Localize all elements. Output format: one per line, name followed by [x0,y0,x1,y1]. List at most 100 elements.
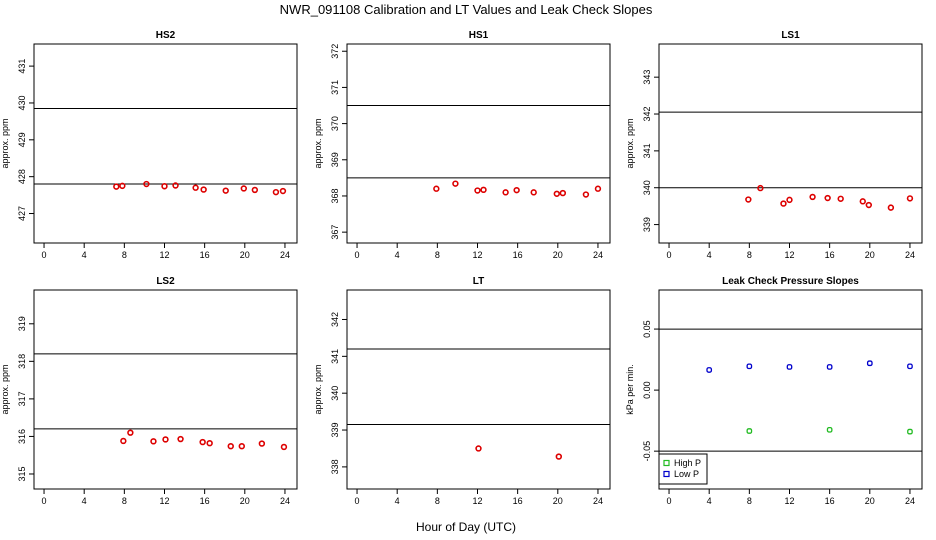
data-point [280,443,288,451]
panel-title: LS2 [156,276,175,287]
x-tick-label: 16 [513,250,523,260]
data-point [887,204,895,211]
panel-6: Leak Check Pressure Slopes kPa per min. 0 4… [625,276,923,506]
data-point [120,437,127,445]
data-point-low [786,364,793,370]
y-tick-label: 341 [330,349,340,364]
legend-low-p-label: Low P [674,469,699,479]
panel-5: LT approx. ppm 0 4 8 12 16 20 24 338 339 340 341 342 [313,276,611,506]
panel-3: LS1 approx. ppm 0 4 8 12 16 20 24 339 340 341 342 343 [625,30,923,260]
x-tick-label: 4 [395,496,400,506]
data-point [474,187,481,194]
data-point [786,196,793,204]
data-point [513,186,520,194]
y-tick-label: 429 [17,132,27,147]
data-point-low [866,360,873,367]
x-tick-label: 20 [553,250,563,260]
x-tick-label: 12 [472,496,482,506]
panel-2: HS1 approx. ppm 0 4 8 12 16 20 24 367 368 369 370 371… [313,30,611,260]
y-tick-label: 340 [642,180,652,195]
plot-frame [658,43,923,244]
x-tick-label: 8 [747,250,752,260]
x-tick-label: 24 [905,496,915,506]
data-point [227,442,234,450]
data-point [530,189,537,196]
panel-1: HS2 approx. ppm 0 4 8 12 16 20 24 427 428 429 430 431 [0,30,298,260]
x-tick-label: 0 [667,250,672,260]
panel-4: LS2 approx. ppm 0 4 8 12 16 20 24 315 316 317 318 319 [0,276,298,506]
x-tick-label: 0 [667,496,672,506]
x-tick-label: 16 [825,496,835,506]
y-tick-label: 315 [17,466,27,481]
x-tick-label: 0 [355,250,360,260]
y-tick-label: 370 [330,116,340,131]
data-point [150,438,157,445]
y-tick-label: 318 [17,354,27,369]
y-axis-label: approx. ppm [313,364,323,414]
y-tick-label: 319 [17,316,27,331]
data-point-low [907,363,913,370]
panel-title: HS2 [156,30,176,41]
x-tick-label: 12 [159,496,169,506]
data-point-high [907,428,913,435]
plot-frame [346,43,611,244]
x-tick-label: 0 [42,496,47,506]
legend-box [658,453,708,485]
data-point [757,184,764,192]
panel-title: LT [473,276,484,287]
y-axis-label: approx. ppm [625,118,635,168]
x-tick-label: 0 [42,250,47,260]
y-axis-label: approx. ppm [313,118,323,168]
y-tick-label: 339 [330,423,340,438]
y-tick-label: 427 [17,206,27,221]
data-point [279,187,287,195]
x-tick-label: 8 [122,496,127,506]
y-axis-label: approx. ppm [0,118,10,168]
x-tick-label: 12 [472,250,482,260]
data-point [177,435,184,443]
y-tick-label: 343 [642,70,652,85]
data-point-high [826,426,833,433]
y-tick-label: 431 [17,59,27,74]
x-tick-label: 4 [82,496,87,506]
y-tick-label: 369 [330,152,340,167]
y-tick-label: 316 [17,429,27,444]
data-point [272,188,280,196]
y-tick-label: 339 [642,217,652,232]
data-point [582,191,590,198]
data-point [906,195,914,202]
plot-frame [346,289,611,490]
data-point [837,195,844,202]
data-point-low [826,364,833,370]
x-tick-label: 16 [513,496,523,506]
y-tick-label: 428 [17,169,27,184]
data-point [475,445,482,452]
data-point [162,436,169,443]
y-tick-label: 430 [17,95,27,110]
x-tick-label: 12 [159,250,169,260]
data-point [433,185,440,192]
data-point [859,198,866,205]
x-tick-label: 20 [240,496,250,506]
y-tick-label: -0.05 [642,441,652,462]
panel-title: HS1 [469,30,489,41]
data-point [865,201,872,209]
x-tick-label: 24 [280,250,290,260]
plot-frame [33,43,298,244]
data-point [240,185,247,192]
data-point-low [706,367,713,373]
data-point [745,196,752,203]
x-tick-label: 24 [905,250,915,260]
y-tick-label: 317 [17,391,27,406]
figure-title: NWR_091108 Calibration and LT Values and… [280,2,653,17]
y-tick-label: 0.05 [642,320,652,338]
y-tick-label: 340 [330,386,340,401]
x-tick-label: 4 [395,250,400,260]
data-point [238,442,245,450]
data-point [119,182,126,190]
x-tick-label: 4 [707,250,712,260]
x-tick-label: 24 [593,250,603,260]
